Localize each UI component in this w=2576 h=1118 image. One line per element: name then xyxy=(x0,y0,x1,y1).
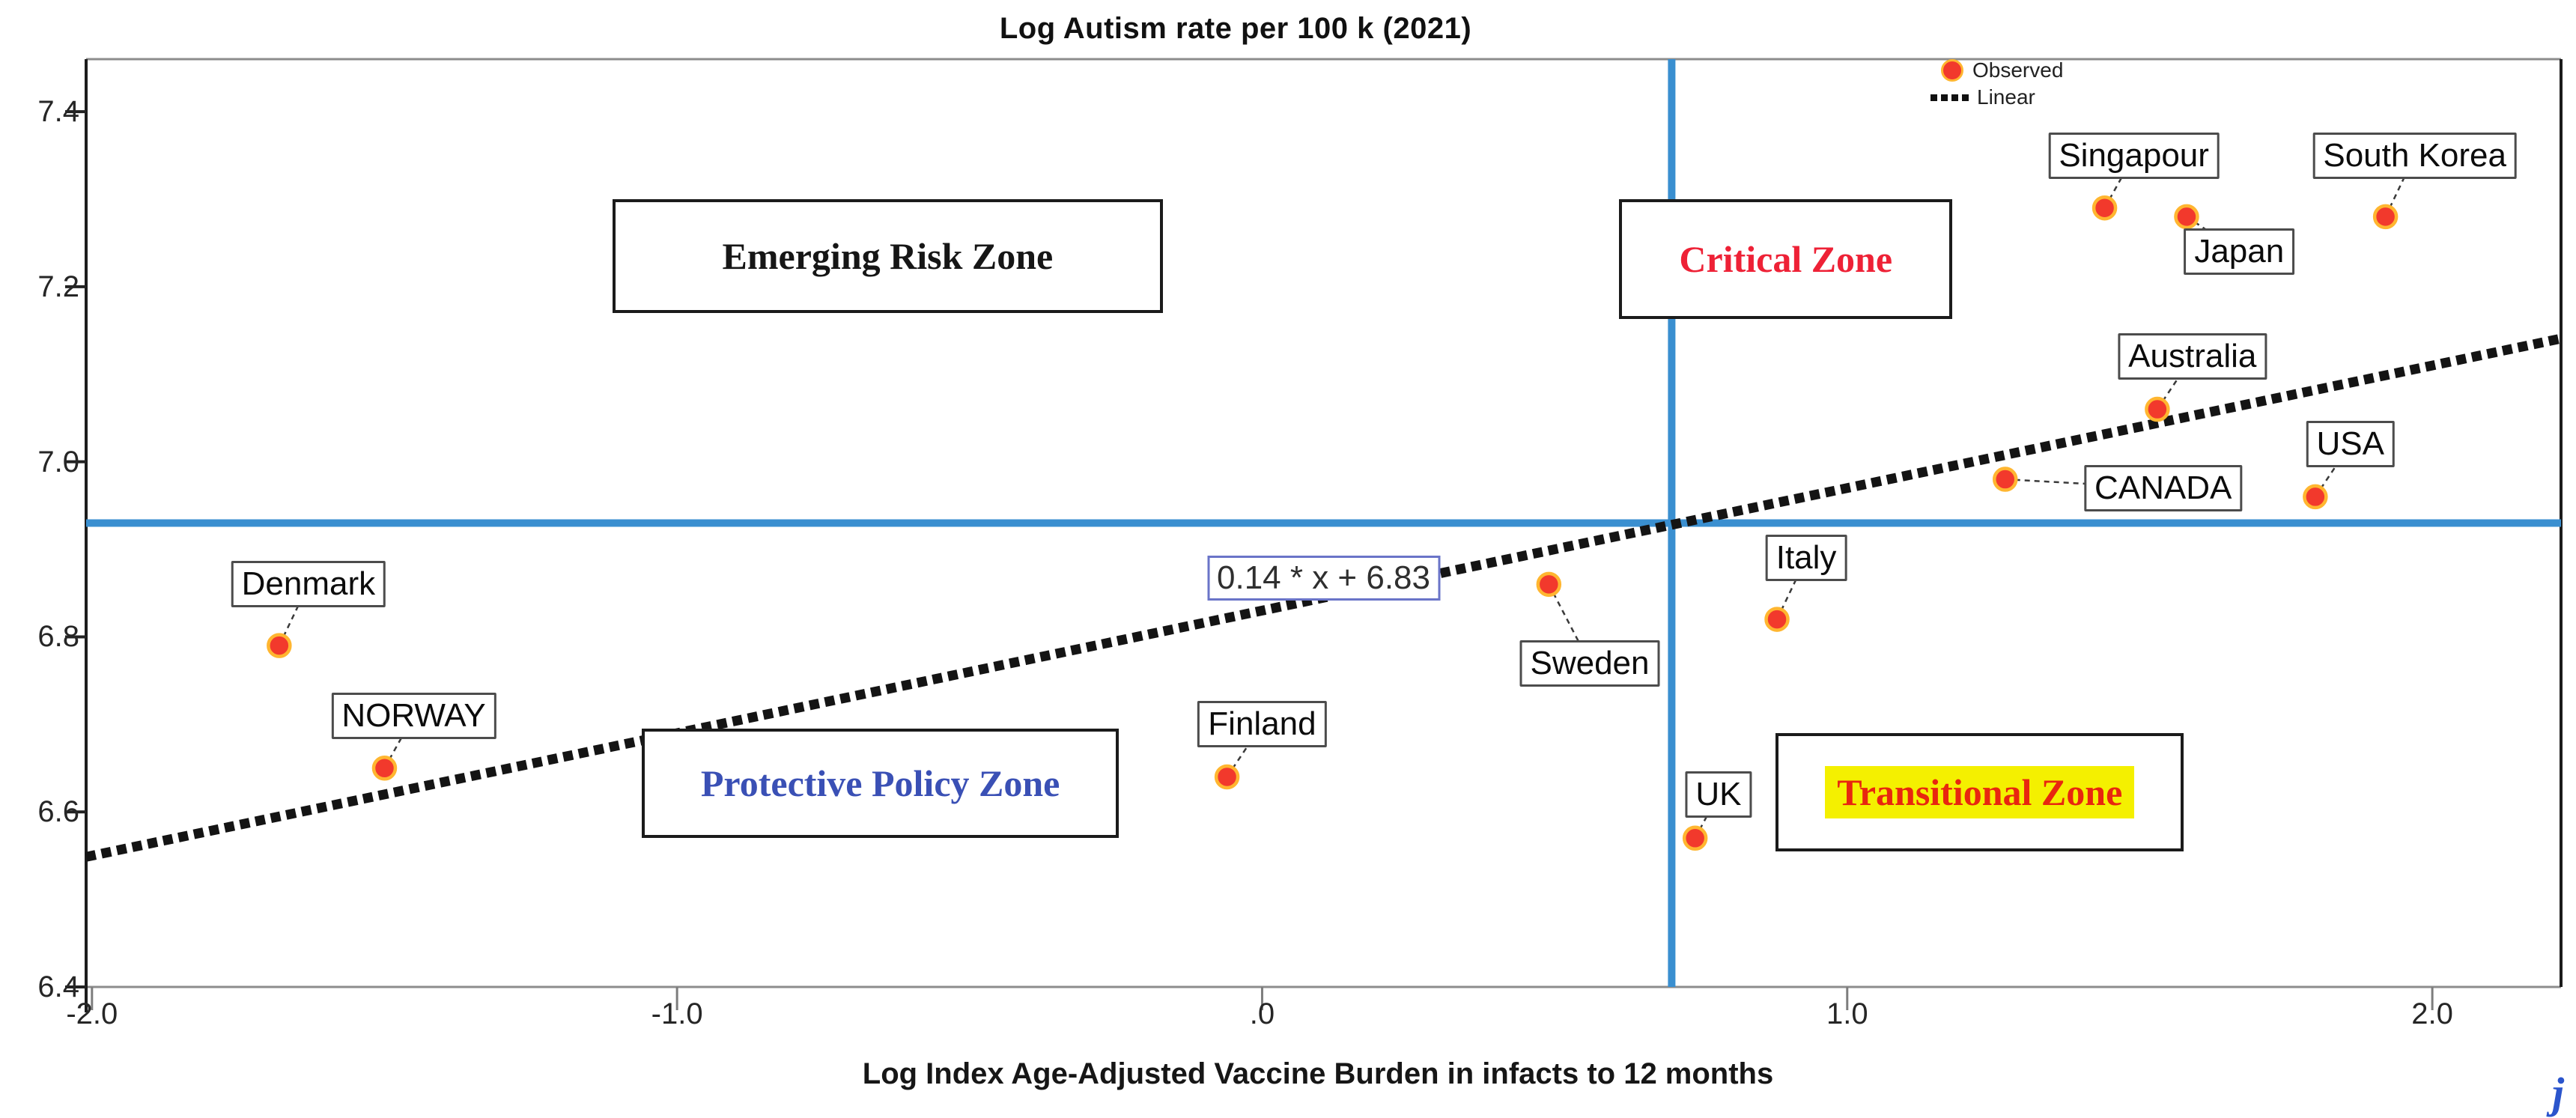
data-point-south-korea xyxy=(2372,204,2399,230)
trend-line xyxy=(85,333,2563,862)
label-connector-sweden xyxy=(1548,583,1591,664)
data-point-denmark xyxy=(267,633,292,658)
data-point-finland xyxy=(1214,764,1240,790)
data-point-usa xyxy=(2303,484,2328,510)
data-point-canada xyxy=(1992,467,2018,492)
data-point-sweden xyxy=(1536,571,1562,598)
data-point-norway xyxy=(371,756,398,781)
data-point-singapour xyxy=(2092,195,2118,221)
label-connector-canada xyxy=(2005,478,2163,489)
data-point-italy xyxy=(1764,607,1790,632)
data-point-japan xyxy=(2174,204,2199,230)
data-point-uk xyxy=(1682,825,1708,851)
data-point-australia xyxy=(2145,396,2170,422)
chart-title: Log Autism rate per 100 k (2021) xyxy=(999,12,1472,45)
